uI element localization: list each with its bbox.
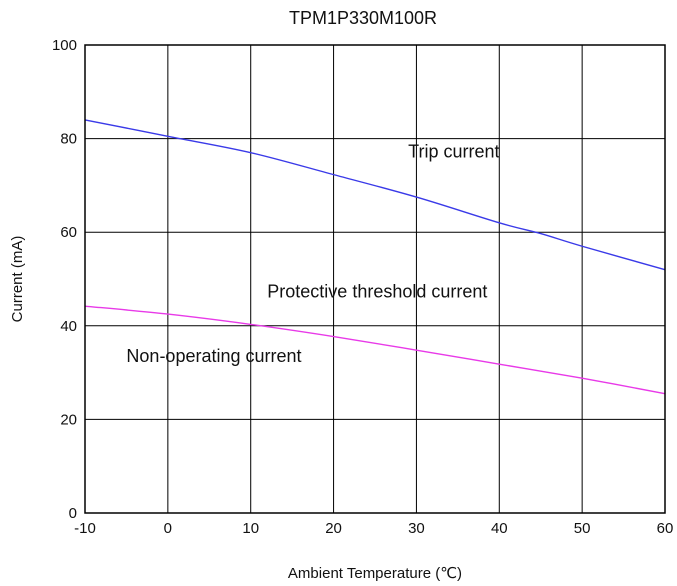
chart-title: TPM1P330M100R (289, 8, 437, 28)
grid (84, 44, 666, 514)
y-tick-label-0: 0 (69, 505, 77, 522)
x-tick-label-5: 40 (491, 520, 508, 537)
x-tick-label-0: -10 (74, 520, 96, 537)
y-tick-label-3: 60 (60, 224, 77, 241)
annotation-2: Non-operating current (126, 346, 301, 366)
plot-frame (84, 44, 666, 514)
x-tick-label-1: 0 (164, 520, 172, 537)
y-tick-label-4: 80 (60, 131, 77, 148)
annotation-1: Protective threshold current (267, 282, 487, 302)
y-tick-label-2: 40 (60, 318, 77, 335)
x-tick-label-6: 50 (574, 520, 591, 537)
series-lines (84, 119, 666, 395)
annotation-0: Trip current (408, 141, 499, 161)
series-line-0 (84, 119, 666, 271)
x-tick-label-2: 10 (242, 520, 259, 537)
y-tick-label-5: 100 (52, 37, 77, 54)
x-tick-label-4: 30 (408, 520, 425, 537)
annotations: Trip current Protective threshold current… (126, 141, 499, 366)
series-line-1 (84, 305, 666, 395)
x-tick-label-7: 60 (657, 520, 674, 537)
x-tick-label-3: 20 (325, 520, 342, 537)
y-tick-label-1: 20 (60, 411, 77, 428)
y-axis-label: Current (mA) (9, 236, 26, 323)
x-axis-label: Ambient Temperature (℃) (288, 565, 462, 582)
